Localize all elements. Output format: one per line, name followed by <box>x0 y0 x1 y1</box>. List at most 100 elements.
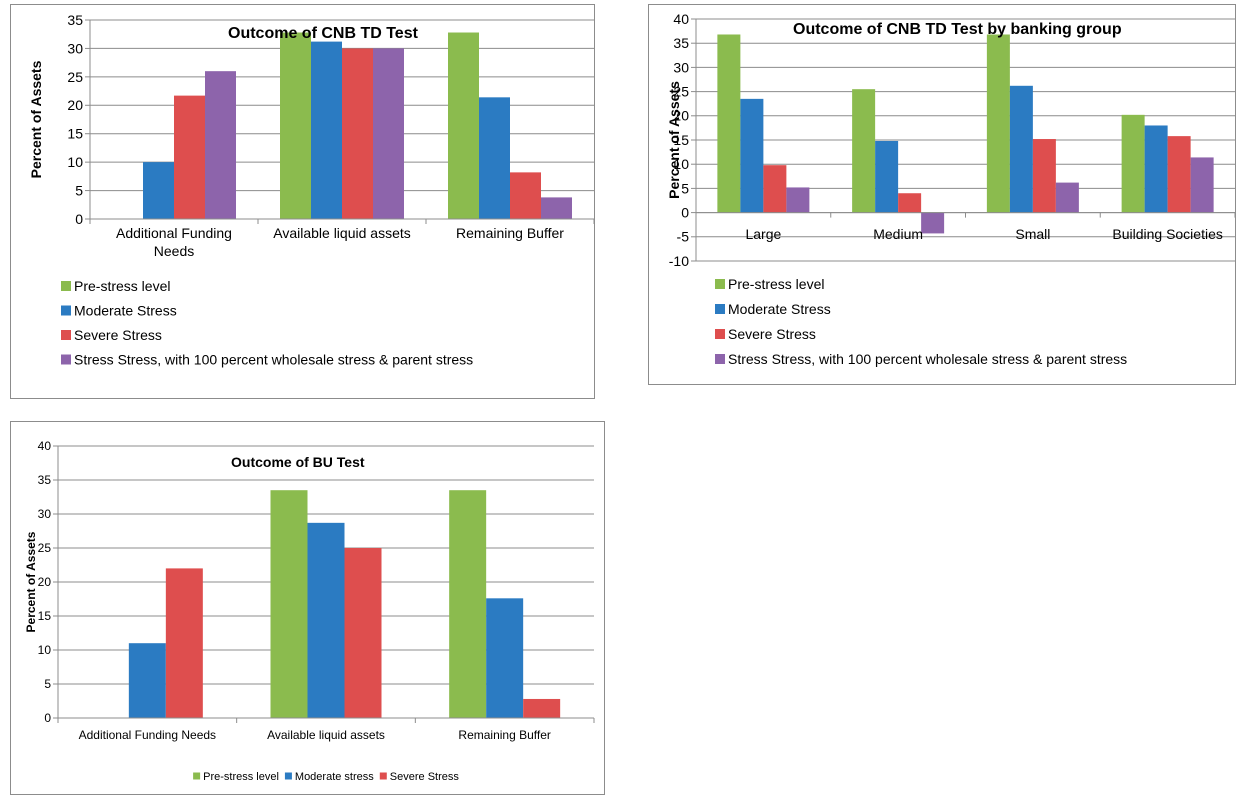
chart-cnb-td-test: 0 5 10 15 20 25 30 35 Additional Funding Needs Ava… <box>10 4 595 399</box>
bar <box>763 165 787 213</box>
y-axis-label: Percent of Assets <box>24 531 38 632</box>
category-label: Large <box>745 226 781 242</box>
category-label-line: Needs <box>154 243 194 259</box>
category-label: Remaining Buffer <box>458 728 551 742</box>
bar <box>986 34 1010 213</box>
y-tick-label: 25 <box>38 541 52 555</box>
bar <box>449 490 487 718</box>
bar <box>1167 136 1191 213</box>
legend-label: Moderate Stress <box>74 303 177 319</box>
legend-label: Pre-stress level <box>728 276 824 292</box>
y-tick-label: 5 <box>75 182 83 198</box>
y-tick-label: 15 <box>38 609 52 623</box>
bar <box>541 197 572 219</box>
y-tick-label: 10 <box>673 156 689 172</box>
y-tick-label: 0 <box>75 211 83 227</box>
chart-bu-test-svg: 0 5 10 15 20 25 30 35 40 Additional Funding Needs… <box>24 439 595 783</box>
bar <box>1009 85 1033 213</box>
chart-title: Outcome of CNB TD Test <box>228 25 419 42</box>
legend-swatch <box>61 281 71 291</box>
category-label: Available liquid assets <box>273 225 411 241</box>
category-label: Additional Funding Needs <box>79 728 216 742</box>
legend-swatch <box>61 305 71 316</box>
category-label-line: Remaining Buffer <box>458 728 551 742</box>
bar <box>448 32 479 219</box>
bar <box>373 48 404 219</box>
category-label-line: Remaining Buffer <box>456 225 564 241</box>
bar <box>280 32 311 219</box>
y-tick-label: 0 <box>44 711 51 725</box>
legend-swatch <box>284 772 292 780</box>
y-axis-label: Percent of Assets <box>666 81 682 199</box>
bar <box>1032 139 1056 213</box>
bar <box>311 41 342 219</box>
legend-label: Moderate Stress <box>728 301 831 317</box>
bar <box>786 187 810 213</box>
bar <box>344 548 382 718</box>
bar <box>852 89 876 213</box>
category-label-line: Large <box>745 226 781 242</box>
y-tick-label: -10 <box>669 253 689 269</box>
bar <box>523 698 561 718</box>
legend-swatch <box>61 330 71 340</box>
category-label-line: Additional Funding <box>116 225 232 241</box>
y-tick-label: -5 <box>677 229 690 245</box>
y-tick-label: 10 <box>38 643 52 657</box>
category-label: Small <box>1015 226 1050 242</box>
category-label-line: Small <box>1015 226 1050 242</box>
y-tick-label: 0 <box>681 205 689 221</box>
category-label-line: Available liquid assets <box>267 728 385 742</box>
legend-swatch <box>715 304 725 314</box>
y-tick-label: 30 <box>67 40 83 56</box>
bar <box>1055 182 1079 213</box>
bar <box>486 598 524 718</box>
legend-swatch <box>193 772 201 780</box>
legend-swatch <box>715 329 725 339</box>
legend-label: Stress Stress, with 100 percent wholesal… <box>728 351 1127 367</box>
y-tick-label: 30 <box>673 59 689 75</box>
y-tick-label: 40 <box>673 11 689 27</box>
category-label-line: Medium <box>873 226 923 242</box>
category-label: Medium <box>873 226 923 242</box>
chart-title: Outcome of BU Test <box>231 454 365 470</box>
legend-swatch <box>715 354 725 364</box>
y-tick-label: 25 <box>673 84 689 100</box>
legend-label: Moderate stress <box>295 771 374 783</box>
category-label: Additional Funding Needs <box>116 225 232 259</box>
y-axis-label: Percent of Assets <box>28 60 44 178</box>
legend-label: Stress Stress, with 100 percent wholesal… <box>74 352 473 368</box>
bar <box>510 172 541 219</box>
legend-swatch <box>61 354 71 365</box>
bar <box>740 98 764 213</box>
bar <box>270 490 308 718</box>
y-tick-label: 35 <box>67 12 83 28</box>
y-tick-label: 15 <box>67 126 83 142</box>
y-tick-label: 5 <box>681 180 689 196</box>
category-label: Available liquid assets <box>267 728 385 742</box>
bar <box>205 71 236 220</box>
legend-label: Severe Stress <box>390 771 460 783</box>
y-tick-label: 35 <box>673 35 689 51</box>
bar <box>898 193 922 213</box>
bar <box>307 522 345 718</box>
chart-bu-test: 0 5 10 15 20 25 30 35 40 Additional Funding Needs… <box>10 421 605 795</box>
legend-swatch <box>715 279 725 289</box>
legend-label: Severe Stress <box>728 326 816 342</box>
y-tick-label: 10 <box>67 154 83 170</box>
y-tick-label: 25 <box>67 69 83 85</box>
category-label: Building Societies <box>1112 226 1223 242</box>
bar <box>1121 114 1145 213</box>
bar <box>1190 157 1214 213</box>
legend-label: Pre-stress level <box>203 771 279 783</box>
bar <box>174 95 205 219</box>
y-tick-label: 35 <box>38 473 52 487</box>
bar <box>479 97 510 219</box>
y-tick-label: 20 <box>67 97 83 113</box>
category-label-line: Building Societies <box>1112 226 1223 242</box>
y-tick-label: 20 <box>38 575 52 589</box>
legend-swatch <box>379 772 387 780</box>
category-label: Remaining Buffer <box>456 225 564 241</box>
legend-label: Severe Stress <box>74 327 162 343</box>
chart-cnb-td-by-group-svg: -10 -5 0 5 10 15 20 25 30 35 40 Large Medium Small Bui… <box>666 11 1235 367</box>
y-tick-label: 30 <box>38 507 52 521</box>
